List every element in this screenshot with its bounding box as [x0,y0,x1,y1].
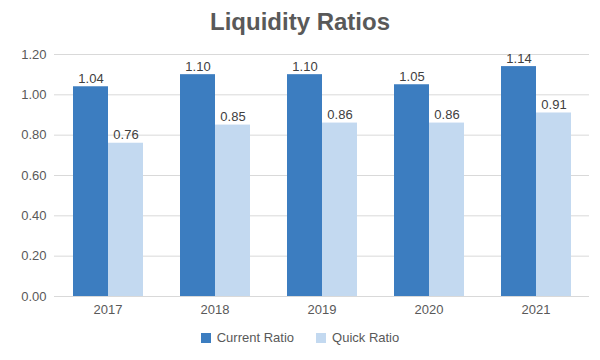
svg-text:0.40: 0.40 [21,208,46,223]
html-text:Current Ratio: Current Ratio [216,329,294,345]
svg-text:0.86: 0.86 [327,107,352,122]
svg-text:0.85: 0.85 [220,109,245,124]
svg-text:2020: 2020 [415,302,444,317]
svg-text:0.86: 0.86 [434,107,459,122]
svg-text:0.00: 0.00 [21,289,46,304]
html-text:Quick Ratio: Quick Ratio [332,329,400,345]
svg-text:1.05: 1.05 [399,69,424,84]
html-text:Liquidity Ratios: Liquidity Ratios [210,8,390,35]
svg-text:1.04: 1.04 [78,71,103,86]
svg-text:1.00: 1.00 [21,87,46,102]
svg-text:2021: 2021 [522,302,551,317]
svg-text:0.76: 0.76 [113,127,138,142]
svg-text:1.14: 1.14 [506,51,531,66]
svg-text:1.10: 1.10 [185,59,210,74]
svg-text:0.60: 0.60 [21,168,46,183]
svg-text:0.20: 0.20 [21,248,46,263]
svg-text:0.91: 0.91 [541,97,566,112]
svg-text:1.10: 1.10 [292,59,317,74]
svg-text:1.20: 1.20 [21,47,46,62]
svg-text:0.80: 0.80 [21,127,46,142]
svg-text:2018: 2018 [201,302,230,317]
svg-text:2019: 2019 [308,302,337,317]
svg-text:2017: 2017 [94,302,123,317]
